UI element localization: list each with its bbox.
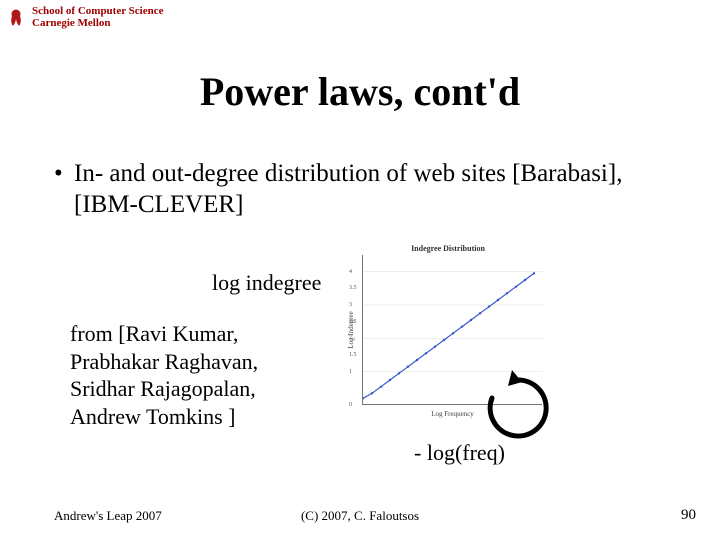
citation-text: from [Ravi Kumar, Prabhakar Raghavan, Sr… [70,320,320,430]
bullet-text: In- and out-degree distribution of web s… [74,158,644,221]
slide-header: School of Computer Science Carnegie Mell… [6,6,163,29]
footer-right: 90 [681,507,696,524]
bullet-item: •In- and out-degree distribution of web … [54,158,654,221]
header-line-1: School of Computer Science [32,6,163,18]
header-line-2: Carnegie Mellon [32,18,163,30]
bullet-marker: • [54,158,74,189]
cmu-logo-icon [6,8,26,28]
label-log-indegree: log indegree [212,270,321,296]
chart-ylabel: Log Indegree [347,311,355,349]
chart-title: Indegree Distribution [348,244,548,253]
slide-title: Power laws, cont'd [0,68,720,115]
chart-xlabel: Log Frequency [431,410,474,418]
footer-center: (C) 2007, C. Faloutsos [301,508,419,524]
label-log-freq: - log(freq) [414,440,505,466]
arrow-annotation-icon [478,368,558,448]
footer-left: Andrew's Leap 2007 [54,508,162,524]
